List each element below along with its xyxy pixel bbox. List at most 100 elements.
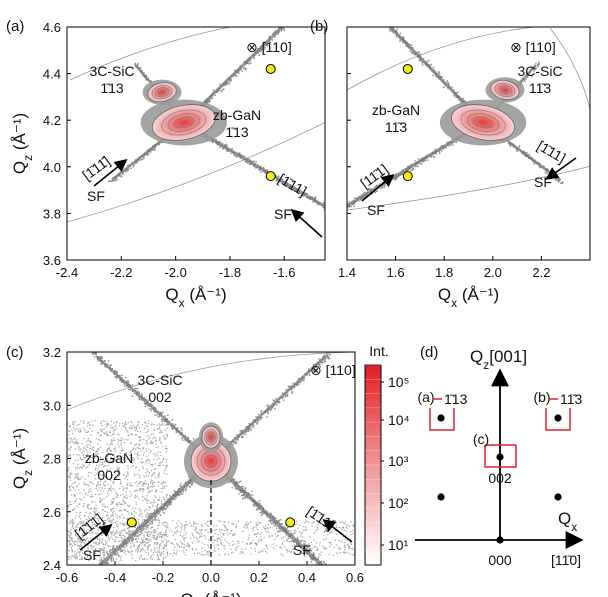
streak-speck <box>154 146 156 149</box>
streak-speck <box>242 485 244 488</box>
streak-speck <box>315 562 318 565</box>
streak-speck <box>324 565 325 566</box>
streak-speck <box>321 566 322 567</box>
streak-speck <box>455 140 458 142</box>
streak-speck <box>334 213 335 214</box>
streak-speck <box>302 379 304 382</box>
streak-speck <box>335 215 336 216</box>
streak-speck <box>369 8 370 9</box>
streak-speck <box>326 204 327 205</box>
streak-speck <box>251 426 253 428</box>
streak-speck <box>84 580 85 581</box>
streak-speck <box>287 186 289 188</box>
streak-speck <box>97 567 98 568</box>
streak-speck <box>236 156 238 158</box>
streak-speck <box>232 444 234 446</box>
streak-speck <box>339 212 340 213</box>
streak-speck <box>296 16 297 17</box>
streak-speck <box>163 420 165 422</box>
streak-speck <box>94 572 95 573</box>
streak-speck <box>393 32 395 34</box>
streak-speck <box>273 32 275 34</box>
streak-speck <box>341 586 342 587</box>
stacking-fault-label-0: SF <box>87 188 105 204</box>
streak-speck <box>539 166 541 169</box>
streak-speck <box>338 580 339 581</box>
streak-speck <box>230 152 232 155</box>
streak-speck <box>270 408 272 411</box>
streak-speck <box>287 386 290 388</box>
streak-speck <box>334 213 335 214</box>
streak-speck <box>350 223 351 224</box>
streak-speck <box>287 526 289 529</box>
streak-speck <box>261 48 263 50</box>
streak-speck <box>92 572 93 573</box>
streak-speck <box>278 520 280 522</box>
streak-speck <box>332 572 333 573</box>
streak-speck <box>69 595 70 596</box>
streak-speck <box>344 591 345 592</box>
streak-speck <box>147 400 149 403</box>
streak-speck <box>310 561 313 563</box>
streak-speck <box>128 388 130 391</box>
streak-speck <box>305 232 306 233</box>
streak-speck <box>257 414 260 416</box>
streak-speck <box>80 580 81 581</box>
streak-speck <box>324 569 325 570</box>
streak-speck <box>207 102 209 104</box>
streak-speck <box>141 399 143 402</box>
streak-speck <box>320 221 321 222</box>
streak-speck <box>123 543 126 546</box>
streak-speck <box>127 164 129 167</box>
streak-speck <box>321 221 322 222</box>
streak-speck <box>243 67 245 69</box>
peak-label-zb-GaN: zb-GaN <box>372 102 420 118</box>
streak-speck <box>311 1 312 2</box>
streak-speck <box>352 203 355 206</box>
streak-speck <box>137 396 140 398</box>
streak-speck <box>356 225 357 226</box>
streak-speck <box>352 222 353 223</box>
streak-speck <box>330 572 331 573</box>
streak-speck <box>118 175 120 177</box>
streak-speck <box>377 13 378 14</box>
streak-speck <box>139 531 141 533</box>
streak-speck <box>267 404 269 406</box>
streak-speck <box>302 6 303 7</box>
streak-speck <box>322 219 323 220</box>
streak-speck <box>150 410 152 412</box>
streak-speck <box>167 414 169 416</box>
streak-speck <box>290 17 291 18</box>
background-speck <box>102 509 104 511</box>
streak-speck <box>191 484 193 486</box>
streak-speck <box>145 402 147 405</box>
background-speck <box>115 513 117 515</box>
streak-speck <box>335 579 336 580</box>
streak-speck <box>288 22 289 23</box>
streak-speck <box>159 411 161 413</box>
streak-speck <box>370 7 371 8</box>
streak-speck <box>339 581 340 582</box>
streak-speck <box>386 20 387 21</box>
streak-speck <box>175 496 177 498</box>
streak-speck <box>245 430 248 432</box>
background-speck <box>157 500 159 502</box>
streak-speck <box>138 398 141 401</box>
streak-speck <box>328 353 330 356</box>
streak-speck <box>262 170 264 173</box>
background-speck <box>89 447 91 449</box>
streak-speck <box>399 39 401 41</box>
streak-speck <box>421 64 424 66</box>
streak-speck <box>375 10 376 11</box>
streak-speck <box>299 15 300 16</box>
streak-speck <box>291 391 293 393</box>
streak-speck <box>306 192 308 195</box>
streak-speck <box>360 199 362 201</box>
streak-speck <box>189 486 191 488</box>
streak-speck <box>267 412 269 414</box>
streak-speck <box>347 594 348 595</box>
streak-speck <box>77 587 78 588</box>
background-speck <box>131 462 133 464</box>
streak-speck <box>537 65 539 68</box>
streak-speck <box>350 593 351 594</box>
